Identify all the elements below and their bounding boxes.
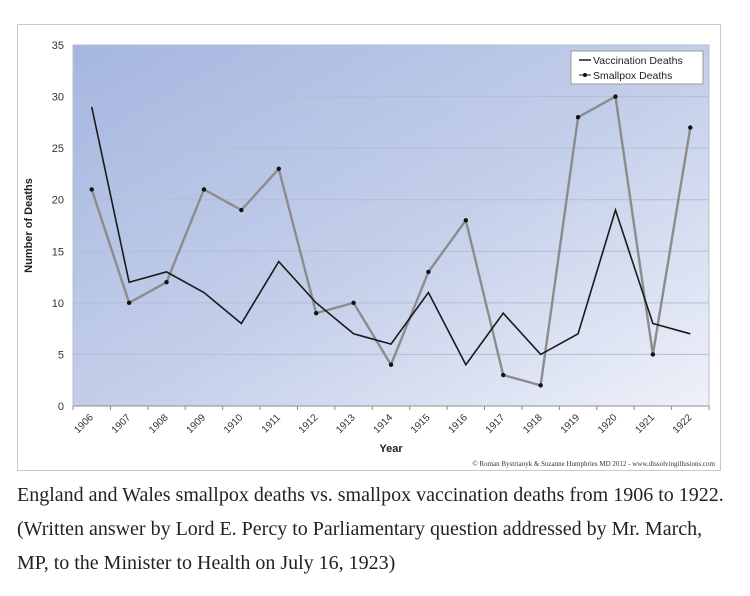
data-point — [313, 310, 319, 316]
legend-label-vaccination: Vaccination Deaths — [593, 55, 683, 67]
chart-frame: 0 5 10 15 20 25 30 35 1906 1907 1908 1909 1910 1911 1… — [17, 24, 721, 471]
x-tick-label: 1917 — [484, 412, 508, 436]
series-line-vaccination-deaths — [90, 106, 691, 367]
y-tick-label: 0 — [58, 401, 64, 413]
x-tick-label: 1914 — [372, 412, 396, 436]
x-tick-label: 1912 — [297, 412, 321, 436]
data-point — [575, 115, 581, 120]
y-tick-label: 25 — [52, 143, 64, 155]
data-point — [351, 300, 356, 306]
figure-caption: England and Wales smallpox deaths vs. sm… — [17, 484, 724, 574]
x-tick-label: 1906 — [72, 412, 96, 436]
x-axis-ticks: 1906 1907 1908 1909 1910 1911 1912 1913 1914 1915… — [72, 406, 710, 436]
legend-box — [570, 50, 704, 85]
copyright-notice: © Roman Bystrianyk & Suzanne Humphries M… — [472, 460, 715, 468]
y-tick-label: 20 — [52, 195, 64, 207]
data-point — [164, 280, 169, 285]
x-tick-label: 1921 — [633, 412, 657, 436]
x-tick-label: 1918 — [521, 412, 545, 436]
x-tick-label: 1909 — [185, 412, 209, 436]
data-point — [201, 187, 207, 192]
y-tick-label: 15 — [52, 246, 64, 258]
x-axis-title: Year — [379, 443, 403, 455]
data-point — [650, 352, 656, 357]
data-point — [126, 300, 132, 306]
x-tick-label: 1907 — [110, 412, 134, 436]
data-point — [538, 383, 543, 388]
plot-area — [72, 44, 710, 407]
x-tick-label: 1911 — [260, 412, 283, 435]
y-tick-label: 5 — [58, 349, 64, 361]
x-tick-label: 1922 — [671, 412, 695, 436]
y-axis-ticks: 0 5 10 15 20 25 30 35 — [52, 40, 64, 413]
data-point — [463, 218, 469, 223]
data-point — [688, 125, 693, 130]
y-tick-label: 35 — [52, 40, 64, 52]
x-tick-label: 1916 — [446, 412, 470, 436]
y-tick-label: 10 — [52, 298, 64, 310]
y-axis-title: Number of Deaths — [23, 178, 35, 273]
data-point — [276, 166, 281, 171]
x-tick-label: 1908 — [147, 412, 171, 436]
legend: Vaccination Deaths Smallpox Deaths — [570, 50, 704, 85]
data-point — [388, 362, 394, 367]
data-point — [89, 187, 94, 192]
legend-label-smallpox: Smallpox Deaths — [593, 70, 672, 82]
data-point — [613, 94, 618, 99]
x-tick-label: 1920 — [596, 412, 620, 436]
data-point — [239, 207, 244, 213]
x-tick-label: 1915 — [409, 412, 433, 436]
legend-marker-smallpox — [583, 73, 587, 77]
series-lines — [89, 94, 693, 388]
x-tick-label: 1919 — [559, 412, 583, 436]
y-tick-label: 30 — [52, 92, 64, 104]
data-point — [501, 372, 506, 378]
data-point — [426, 269, 431, 275]
x-tick-label: 1910 — [222, 412, 246, 436]
x-tick-label: 1913 — [334, 412, 358, 436]
